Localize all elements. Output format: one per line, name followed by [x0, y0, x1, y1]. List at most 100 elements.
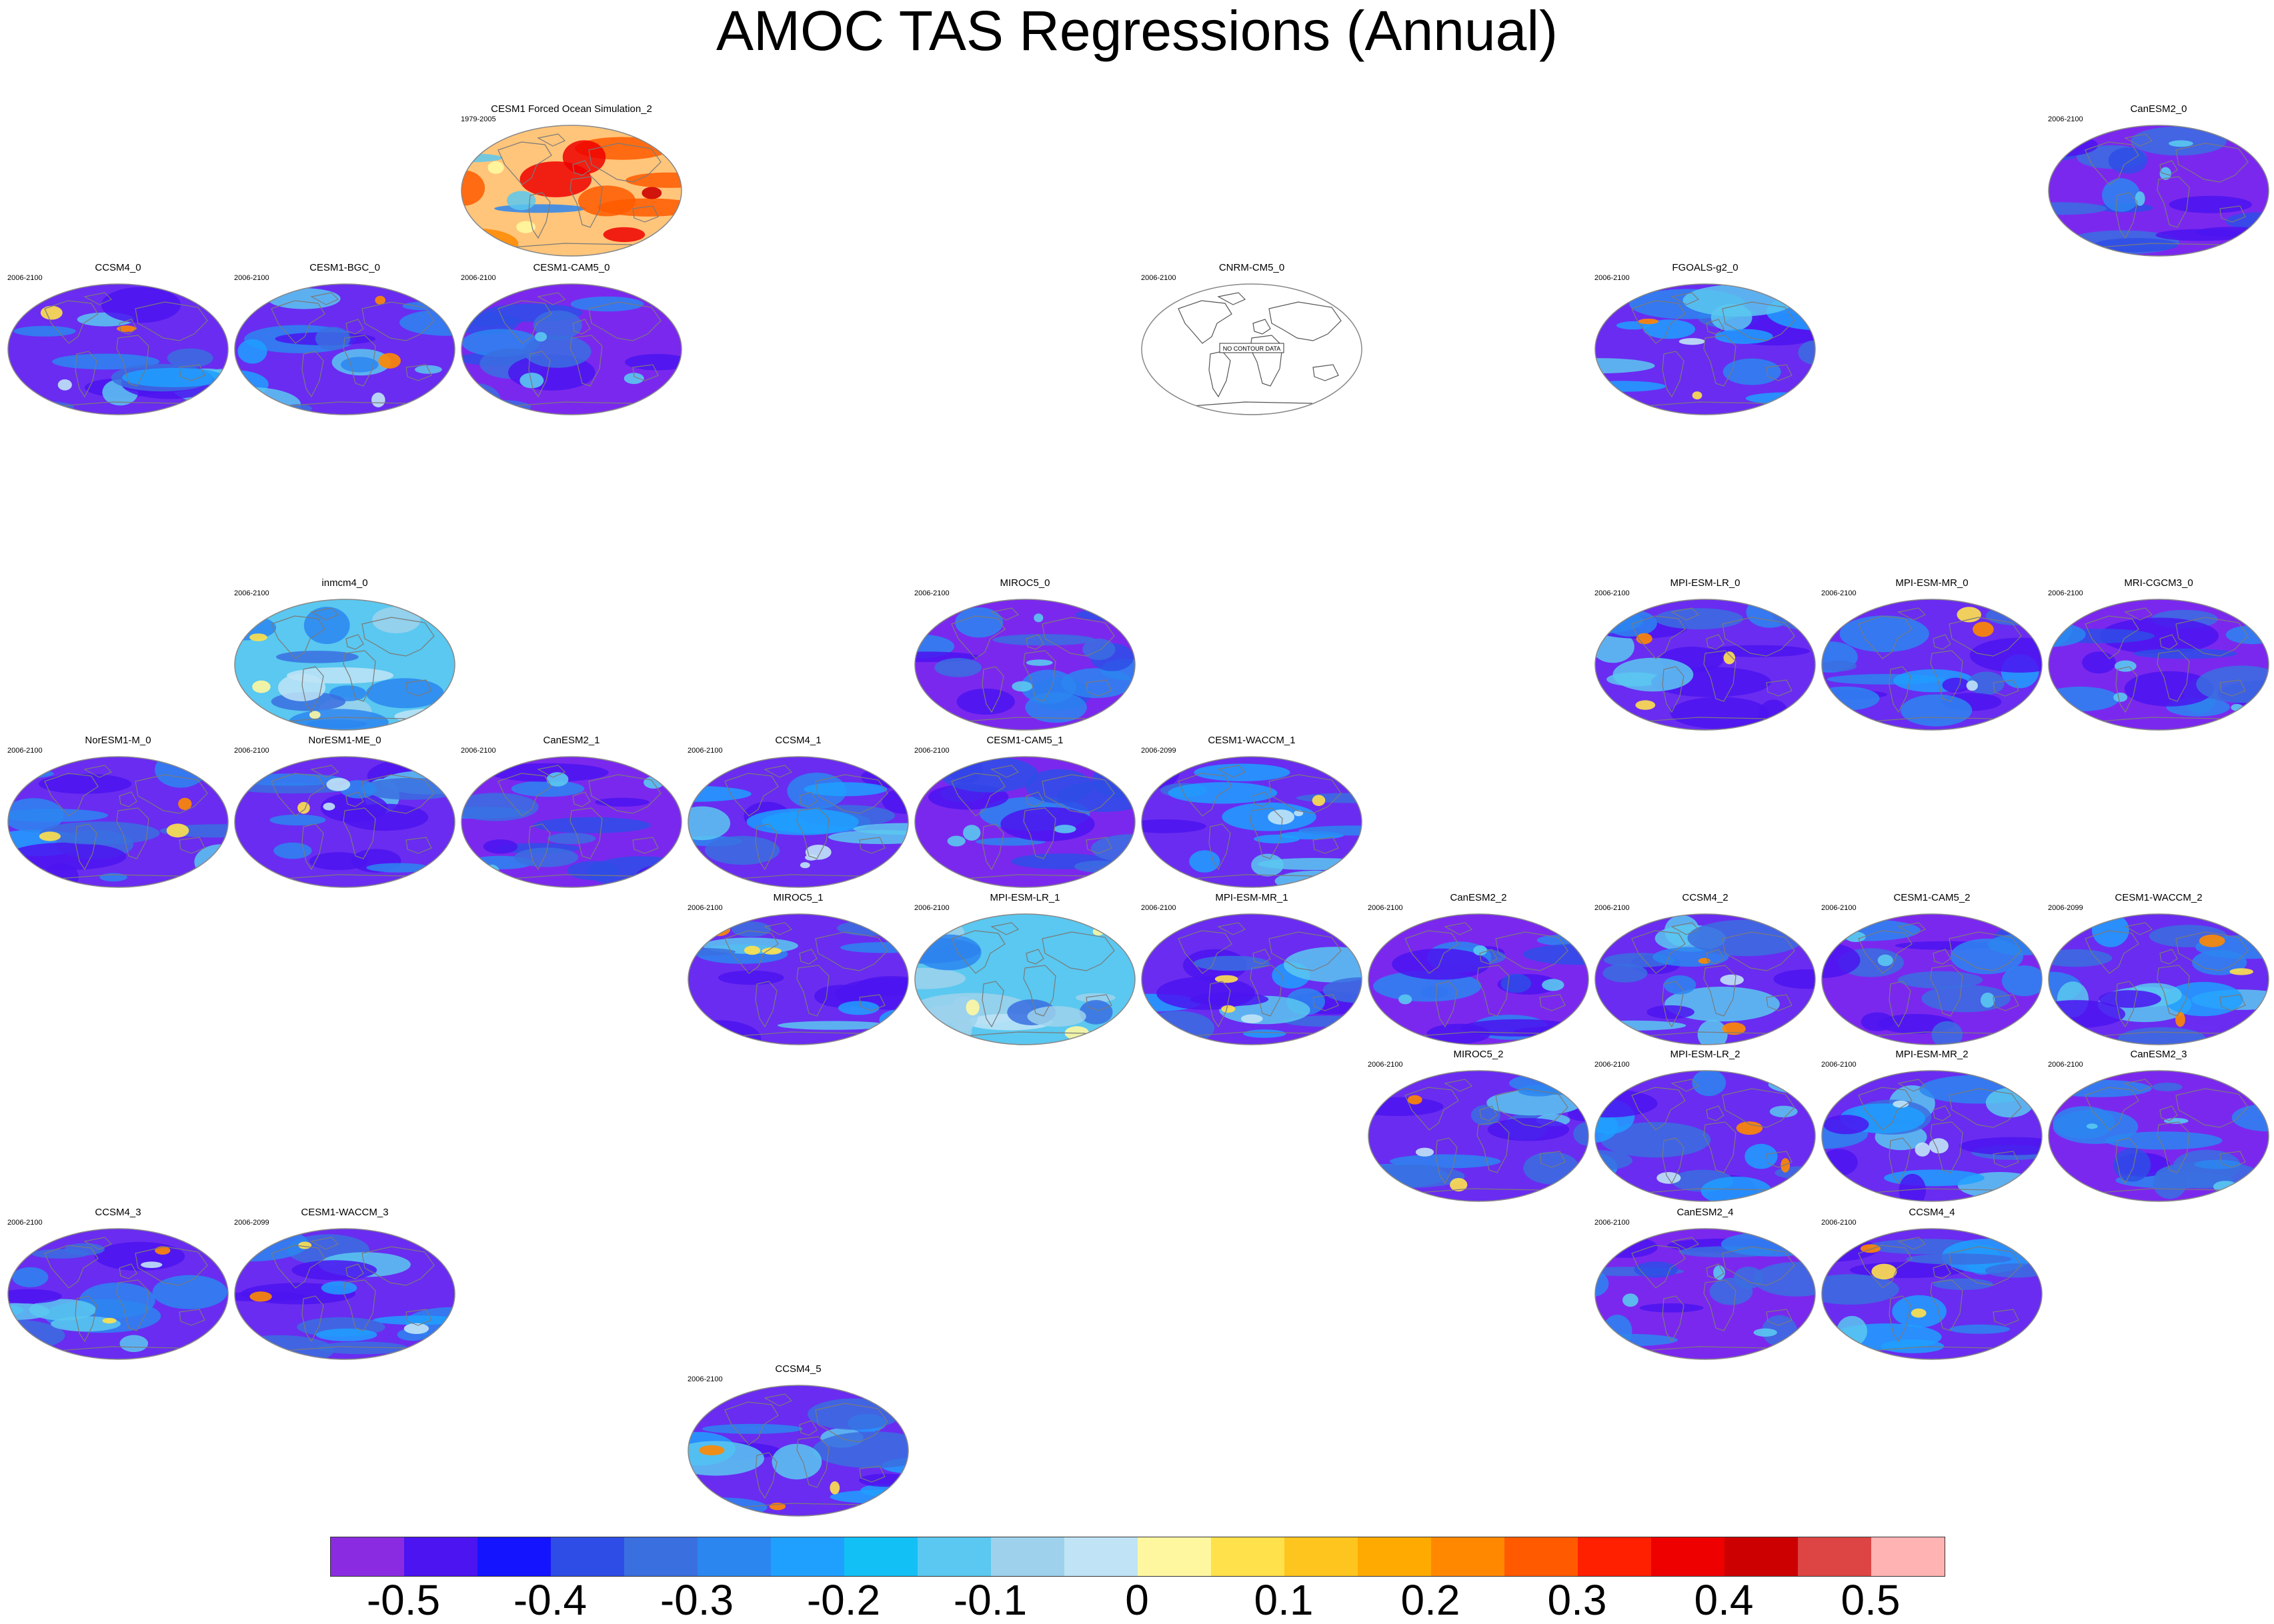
- colorbar-swatch: [1358, 1537, 1431, 1576]
- world-map: [1368, 913, 1589, 1045]
- figure-title: AMOC TAS Regressions (Annual): [716, 0, 1558, 62]
- world-map: [7, 283, 229, 415]
- map-panel: FGOALS-g2_0 2006-2100: [1592, 262, 1819, 417]
- panel-years: 2006-2100: [1594, 1061, 1630, 1069]
- map-panel: CESM1-CAM5_1 2006-2100: [912, 735, 1138, 889]
- panel-years: 2006-2100: [2048, 115, 2083, 123]
- map-panel: CanESM2_3 2006-2100: [2045, 1049, 2272, 1203]
- colorbar-tick-label: 0.2: [1400, 1576, 1460, 1624]
- map-panel: CCSM4_0 2006-2100: [5, 262, 231, 417]
- map-panel: MPI-ESM-MR_1 2006-2100: [1138, 892, 1365, 1047]
- world-map: [914, 913, 1136, 1045]
- panel-years: 2006-2099: [2048, 904, 2083, 912]
- colorbar-tick-label: -0.1: [953, 1576, 1028, 1624]
- colorbar-swatch: [1651, 1537, 1725, 1576]
- panel-title: CanESM2_4: [1676, 1207, 1734, 1218]
- map-panel: MIROC5_2 2006-2100: [1365, 1049, 1592, 1203]
- world-map: [234, 756, 455, 888]
- colorbar-tick-label: -0.4: [513, 1576, 588, 1624]
- panel-years: 2006-2100: [688, 1375, 723, 1383]
- panel-title: MPI-ESM-MR_2: [1895, 1049, 1969, 1060]
- world-map: [914, 599, 1136, 731]
- panel-title: CanESM2_1: [543, 735, 600, 746]
- panel-title: CESM1-CAM5_1: [986, 735, 1064, 746]
- panel-title: CCSM4_0: [95, 262, 141, 273]
- world-map: [2048, 125, 2269, 257]
- colorbar-swatch: [331, 1537, 404, 1576]
- panel-title: MIROC5_1: [773, 892, 824, 903]
- panel-years: 2006-2100: [1821, 589, 1857, 597]
- panel-title: CESM1-WACCM_2: [2115, 892, 2203, 903]
- panel-years: 2006-2100: [914, 904, 950, 912]
- panel-title: MPI-ESM-LR_0: [1670, 577, 1741, 589]
- panel-title: CCSM4_4: [1909, 1207, 1955, 1218]
- panel-title: CESM1-WACCM_1: [1208, 735, 1296, 746]
- panel-title: CESM1 Forced Ocean Simulation_2: [491, 103, 652, 115]
- panel-years: 2006-2100: [2048, 1061, 2083, 1069]
- colorbar-tick-label: 0: [1125, 1576, 1149, 1624]
- map-panel: CESM1 Forced Ocean Simulation_2 1979-2005: [458, 103, 685, 258]
- panel-years: 2006-2100: [7, 1219, 43, 1227]
- map-panel: CCSM4_5 2006-2100: [685, 1363, 912, 1518]
- panel-title: MPI-ESM-LR_1: [990, 892, 1060, 903]
- panel-title: MPI-ESM-MR_0: [1895, 577, 1969, 589]
- world-map: [461, 756, 682, 888]
- panel-years: 2006-2100: [914, 747, 950, 755]
- colorbar-tick-label: 0.3: [1547, 1576, 1607, 1624]
- panel-title: CCSM4_1: [775, 735, 822, 746]
- map-panel: CESM1-WACCM_1 2006-2099: [1138, 735, 1365, 889]
- map-panel: NorESM1-ME_0 2006-2100: [231, 735, 458, 889]
- panel-title: FGOALS-g2_0: [1672, 262, 1739, 273]
- colorbar-swatch: [1211, 1537, 1284, 1576]
- panel-years: 2006-2100: [7, 274, 43, 282]
- colorbar-swatch: [1284, 1537, 1358, 1576]
- panel-years: 2006-2100: [914, 589, 950, 597]
- map-panel: MPI-ESM-MR_2 2006-2100: [1819, 1049, 2045, 1203]
- map-panel: CESM1-CAM5_2 2006-2100: [1819, 892, 2045, 1047]
- world-map: [1821, 913, 2043, 1045]
- map-panel: CESM1-CAM5_0 2006-2100: [458, 262, 685, 417]
- panel-title: MIROC5_2: [1453, 1049, 1504, 1060]
- colorbar-swatch: [477, 1537, 551, 1576]
- panel-title: CNRM-CM5_0: [1218, 262, 1285, 273]
- world-map: [914, 756, 1136, 888]
- colorbar-swatch: [1725, 1537, 1798, 1576]
- world-map: [1368, 1070, 1589, 1202]
- world-map: [7, 756, 229, 888]
- colorbar-swatch: [1871, 1537, 1945, 1576]
- panel-title: CESM1-BGC_0: [309, 262, 380, 273]
- world-map: [7, 1228, 229, 1360]
- map-panel: CESM1-BGC_0 2006-2100: [231, 262, 458, 417]
- panel-years: 2006-2100: [1594, 274, 1630, 282]
- colorbar-tick-label: 0.4: [1694, 1576, 1754, 1624]
- panel-years: 2006-2100: [234, 589, 269, 597]
- panel-title: MPI-ESM-MR_1: [1215, 892, 1288, 903]
- world-map: [234, 283, 455, 415]
- map-panel: MIROC5_0 2006-2100: [912, 577, 1138, 732]
- map-panels-area: CESM1 Forced Ocean Simulation_2 1979-2005…: [5, 103, 2272, 1518]
- colorbar-swatch: [1064, 1537, 1138, 1576]
- world-map: [688, 913, 909, 1045]
- panel-years: 2006-2100: [1821, 1061, 1857, 1069]
- colorbar-swatch: [1504, 1537, 1578, 1576]
- colorbar-swatch: [698, 1537, 771, 1576]
- colorbar: [330, 1537, 1945, 1577]
- panel-title: NorESM1-M_0: [85, 735, 151, 746]
- world-map: [2048, 599, 2269, 731]
- world-map: [461, 125, 682, 257]
- colorbar-swatch: [844, 1537, 918, 1576]
- map-panel: CESM1-WACCM_3 2006-2099: [231, 1207, 458, 1361]
- world-map: NO CONTOUR DATA: [1141, 283, 1362, 415]
- map-panel: MPI-ESM-MR_0 2006-2100: [1819, 577, 2045, 732]
- world-map: [1594, 599, 1816, 731]
- panel-years: 1979-2005: [461, 115, 496, 123]
- panel-years: 2006-2100: [2048, 589, 2083, 597]
- colorbar-swatch: [1138, 1537, 1211, 1576]
- colorbar-swatch: [551, 1537, 624, 1576]
- world-map: [1821, 599, 2043, 731]
- colorbar-swatch: [1431, 1537, 1504, 1576]
- panel-years: 2006-2099: [1141, 747, 1176, 755]
- panel-title: inmcm4_0: [321, 577, 368, 589]
- panel-years: 2006-2100: [1141, 904, 1176, 912]
- map-panel: CCSM4_4 2006-2100: [1819, 1207, 2045, 1361]
